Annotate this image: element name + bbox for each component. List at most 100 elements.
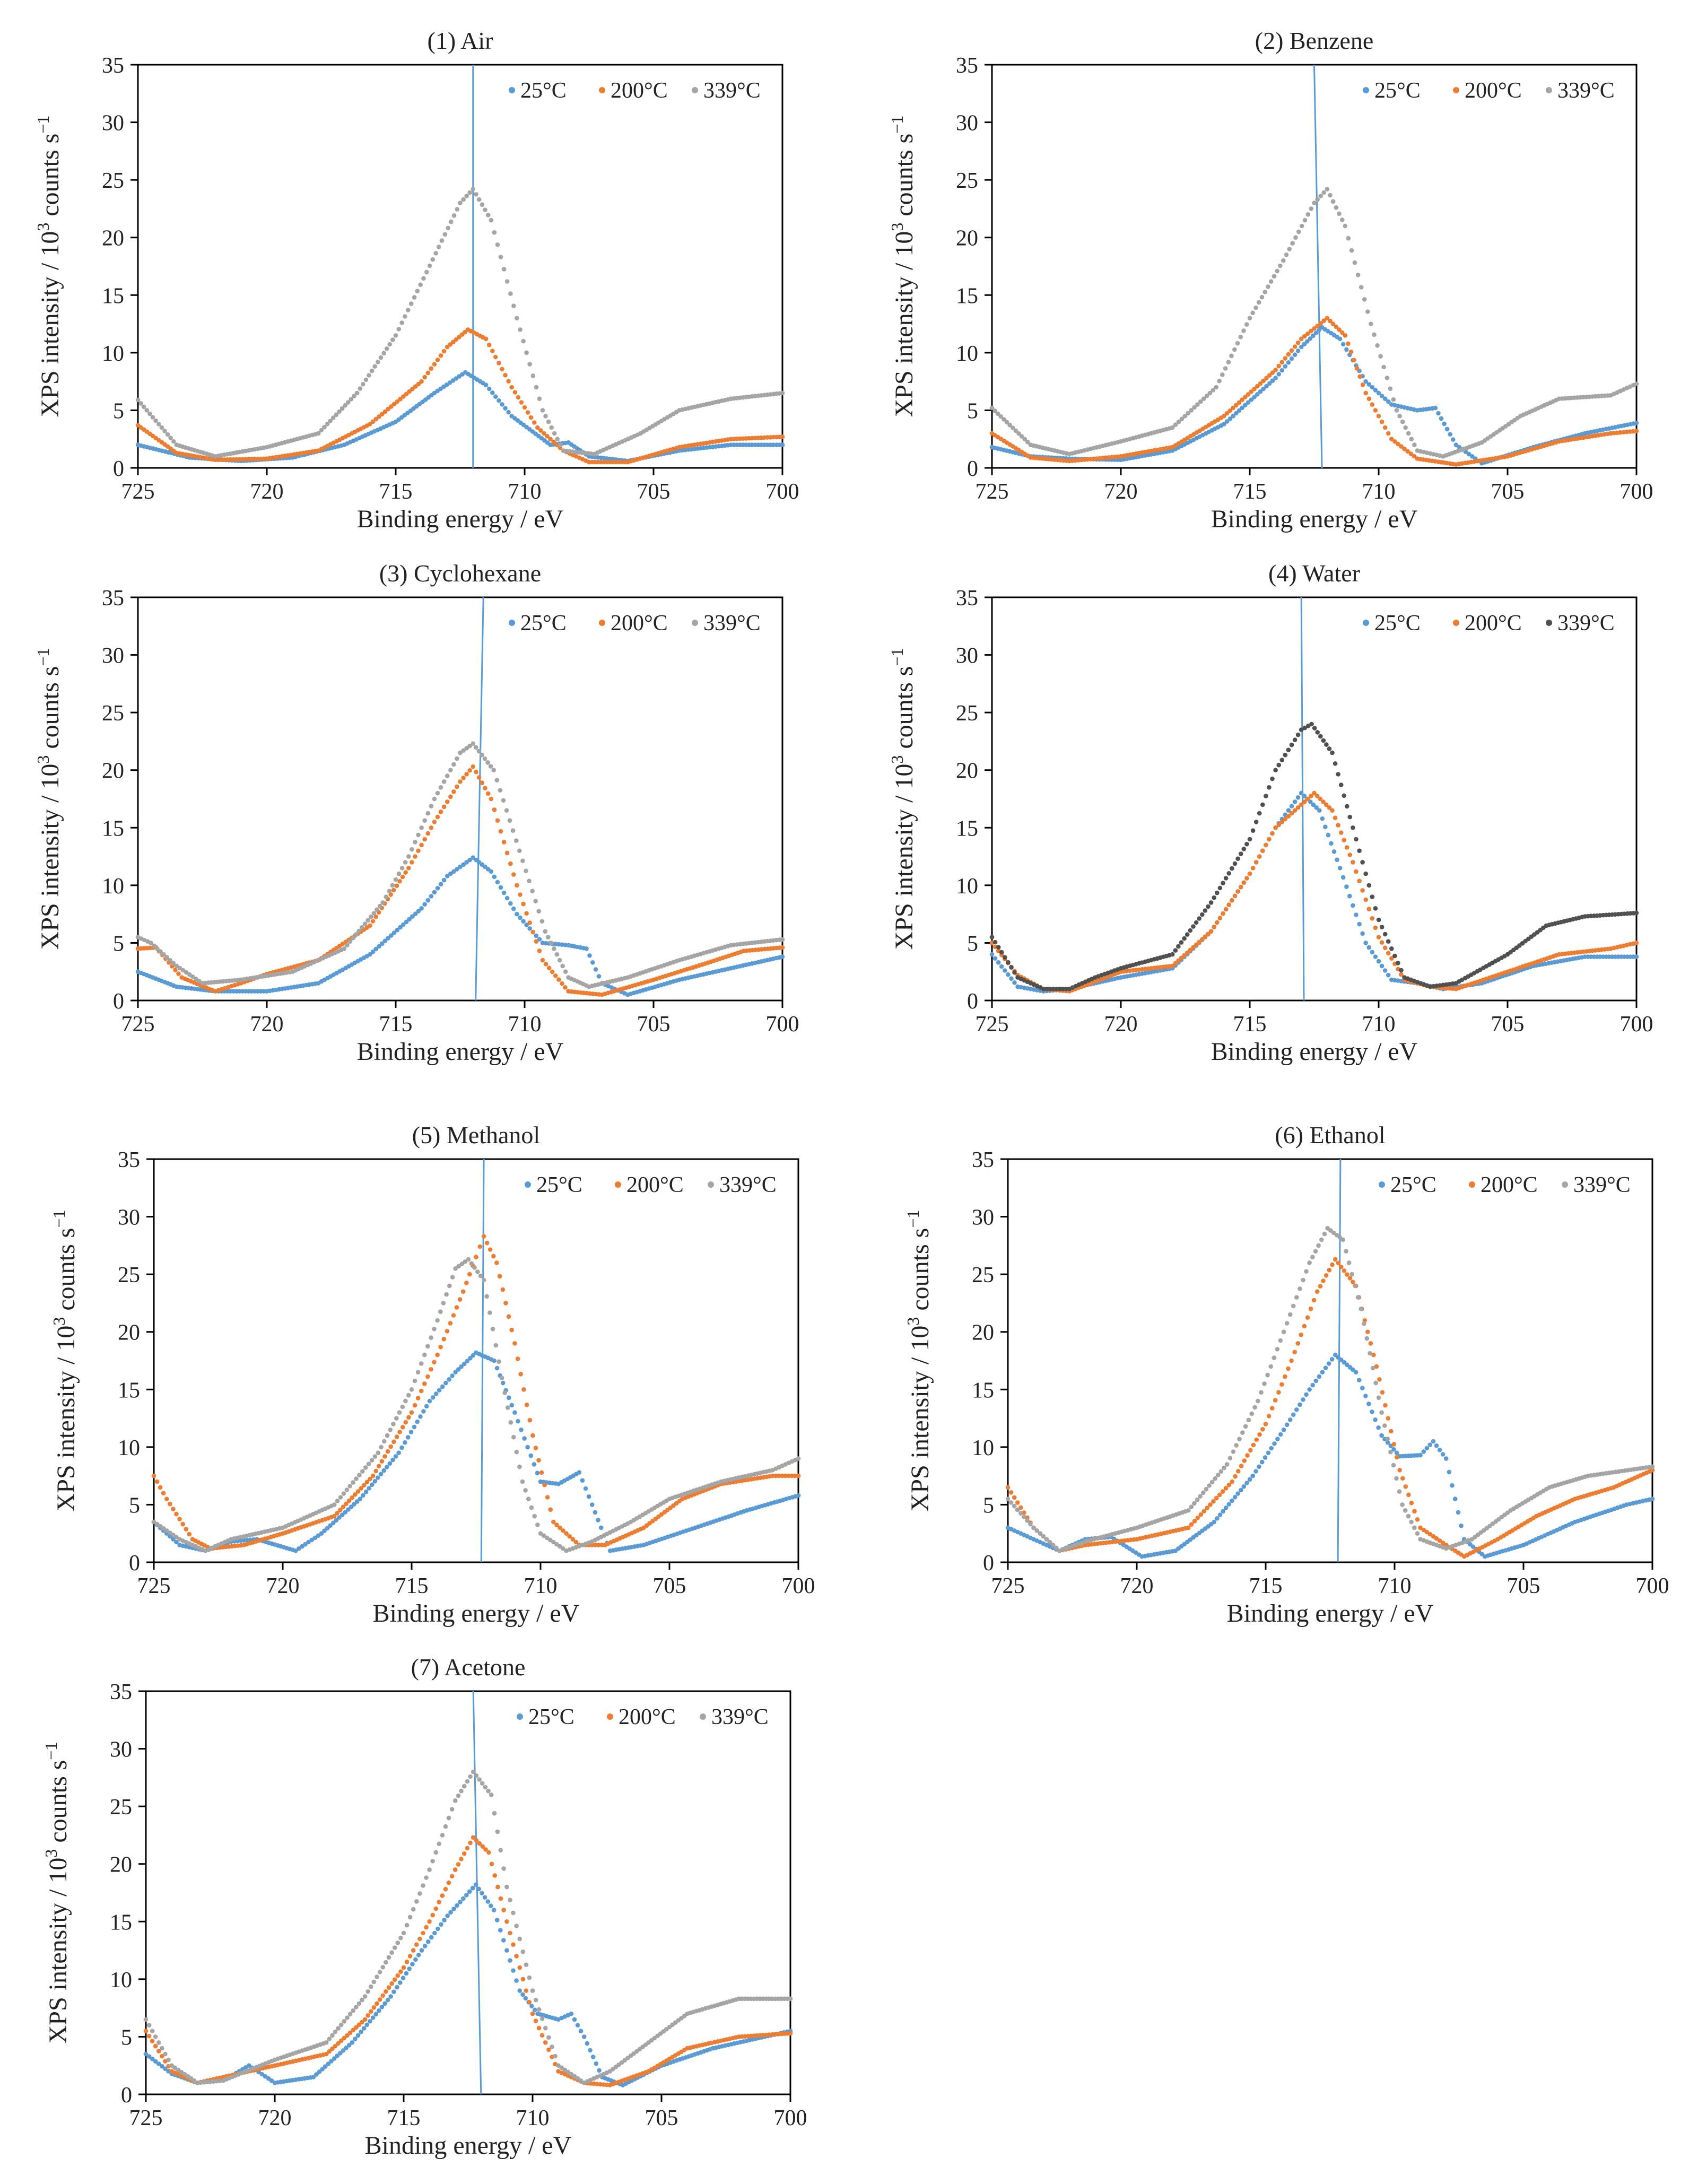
data-point bbox=[1433, 405, 1438, 411]
data-point bbox=[468, 1774, 473, 1779]
data-point bbox=[543, 2025, 548, 2031]
data-point bbox=[539, 919, 545, 924]
data-point bbox=[1412, 454, 1417, 459]
data-point bbox=[1339, 217, 1345, 222]
data-point bbox=[425, 1374, 430, 1379]
data-point bbox=[1269, 1406, 1275, 1411]
data-point bbox=[1373, 1380, 1378, 1386]
y-tick-label: 30 bbox=[102, 644, 124, 668]
data-point bbox=[417, 1936, 422, 1942]
data-point bbox=[1376, 390, 1381, 396]
x-tick-label: 715 bbox=[379, 480, 413, 504]
data-point bbox=[1287, 247, 1292, 251]
data-point bbox=[538, 428, 543, 433]
data-point bbox=[345, 943, 350, 947]
data-point bbox=[500, 1287, 505, 1292]
data-point bbox=[1292, 1350, 1297, 1354]
x-tick-label: 715 bbox=[395, 1574, 429, 1598]
data-point bbox=[1244, 841, 1249, 847]
data-point bbox=[1363, 1394, 1368, 1398]
x-axis-label: Binding energy / eV bbox=[1227, 1599, 1434, 1628]
data-point bbox=[1273, 1398, 1278, 1403]
data-point bbox=[1018, 1511, 1023, 1516]
data-point bbox=[1294, 1407, 1299, 1412]
data-point bbox=[796, 1473, 801, 1478]
data-point bbox=[998, 414, 1004, 419]
data-point bbox=[1249, 389, 1254, 394]
y-tick-label: 10 bbox=[110, 1968, 132, 1992]
data-point bbox=[1006, 960, 1011, 965]
y-axis-label-part: XPS intensity / 10 bbox=[44, 1858, 72, 2044]
data-point bbox=[334, 412, 339, 417]
data-point bbox=[1283, 356, 1288, 361]
data-point bbox=[1263, 1422, 1268, 1426]
data-point bbox=[1284, 1422, 1290, 1428]
data-point bbox=[416, 832, 421, 838]
data-point bbox=[1400, 419, 1405, 424]
data-point bbox=[1384, 376, 1390, 380]
data-point bbox=[372, 1454, 378, 1459]
data-point bbox=[386, 1955, 391, 1960]
data-point bbox=[415, 1419, 420, 1424]
data-point bbox=[1016, 431, 1021, 436]
data-point bbox=[519, 400, 524, 405]
data-point bbox=[437, 245, 441, 249]
data-point bbox=[451, 1313, 456, 1318]
data-point bbox=[1284, 1321, 1290, 1326]
data-point bbox=[1019, 434, 1024, 439]
data-point bbox=[509, 1403, 515, 1408]
data-point bbox=[395, 399, 400, 404]
legend-marker bbox=[700, 1713, 706, 1720]
y-axis-label-part: −1 bbox=[887, 116, 907, 134]
data-point bbox=[1318, 321, 1323, 326]
data-point bbox=[150, 415, 155, 420]
data-point bbox=[429, 1335, 433, 1340]
data-point bbox=[403, 1420, 408, 1425]
data-point bbox=[509, 1327, 514, 1333]
legend-marker bbox=[599, 620, 605, 626]
data-point bbox=[550, 2044, 554, 2049]
data-point bbox=[1323, 1365, 1328, 1370]
data-point bbox=[1260, 848, 1265, 853]
data-point bbox=[416, 909, 421, 913]
y-tick-label: 5 bbox=[967, 399, 978, 423]
data-point bbox=[508, 1420, 513, 1425]
data-point bbox=[371, 911, 377, 916]
data-point bbox=[1330, 321, 1336, 326]
data-point bbox=[1373, 906, 1378, 911]
data-point bbox=[1324, 742, 1329, 747]
data-point bbox=[438, 785, 443, 790]
data-point bbox=[1227, 408, 1233, 413]
data-point bbox=[490, 349, 495, 353]
data-point bbox=[332, 1502, 337, 1507]
data-point bbox=[1245, 1453, 1250, 1458]
data-point bbox=[396, 327, 402, 332]
data-point bbox=[498, 788, 503, 793]
data-point bbox=[1289, 1358, 1294, 1363]
data-point bbox=[358, 1496, 363, 1501]
data-point bbox=[1388, 386, 1393, 391]
data-point bbox=[406, 1393, 411, 1398]
data-point bbox=[377, 414, 381, 419]
data-point bbox=[451, 213, 457, 218]
data-point bbox=[1634, 421, 1639, 425]
data-point bbox=[517, 848, 522, 853]
data-point bbox=[361, 2026, 367, 2031]
data-point bbox=[390, 337, 395, 342]
data-point bbox=[780, 390, 785, 396]
data-point bbox=[150, 2039, 155, 2043]
data-point bbox=[520, 858, 525, 863]
data-point bbox=[459, 1788, 464, 1794]
data-point bbox=[480, 752, 484, 758]
x-tick-label: 710 bbox=[508, 1012, 542, 1037]
data-point bbox=[497, 398, 501, 403]
data-point bbox=[1006, 972, 1011, 977]
data-point bbox=[1211, 1499, 1216, 1504]
data-point bbox=[1373, 408, 1378, 413]
data-point bbox=[534, 385, 539, 390]
data-point bbox=[1291, 1303, 1296, 1309]
y-tick-label: 15 bbox=[102, 284, 124, 308]
data-point bbox=[508, 1930, 512, 1936]
